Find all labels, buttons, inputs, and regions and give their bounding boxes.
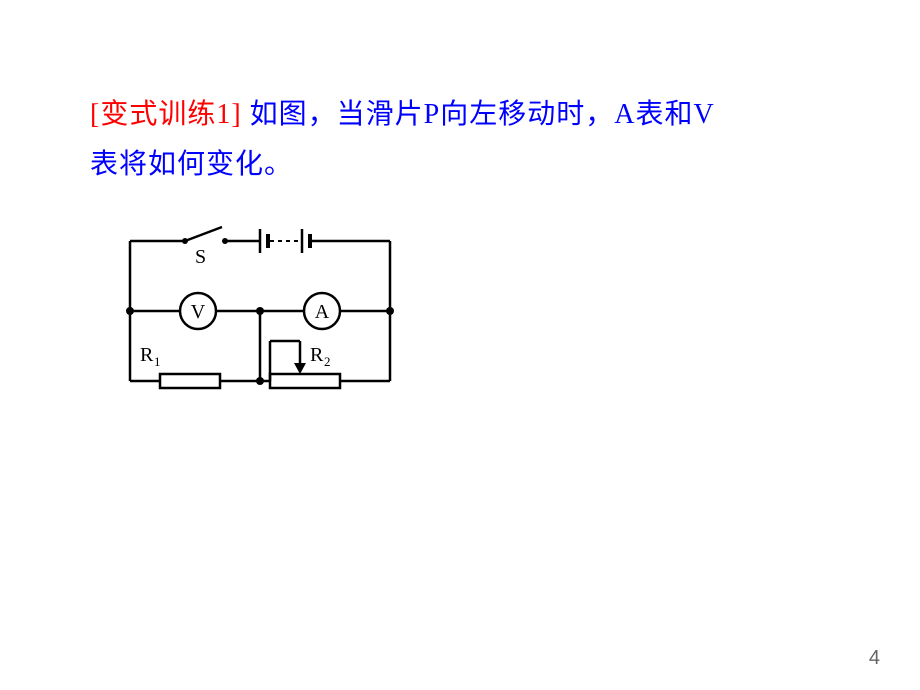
r2-sub: 2 — [324, 354, 331, 369]
ammeter-label: A — [315, 301, 330, 323]
question-line2: 表将如何变化。 — [90, 149, 293, 180]
exercise-label: [变式训练1] — [90, 99, 242, 130]
page-number: 4 — [869, 647, 880, 670]
switch-label: S — [195, 246, 206, 268]
r1-label: R — [140, 344, 154, 366]
circuit-diagram: S V — [110, 221, 830, 406]
question-block: [变式训练1] 如图，当滑片P向左移动时，A表和V 表将如何变化。 — [90, 90, 830, 191]
circuit-svg: S V — [110, 221, 410, 401]
r2-label: R — [310, 344, 324, 366]
r1-sub: 1 — [154, 354, 161, 369]
question-line1: 如图，当滑片P向左移动时，A表和V — [242, 99, 715, 130]
slide-content: [变式训练1] 如图，当滑片P向左移动时，A表和V 表将如何变化。 S — [0, 0, 920, 406]
voltmeter-label: V — [191, 301, 206, 323]
